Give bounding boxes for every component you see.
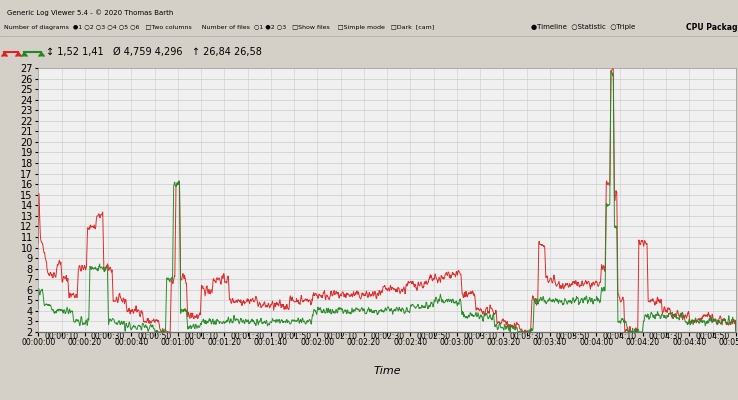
Text: ●Timeline  ○Statistic  ○Triple: ●Timeline ○Statistic ○Triple	[531, 24, 635, 30]
Text: ↕ 1,52 1,41   Ø 4,759 4,296   ↑ 26,84 26,58: ↕ 1,52 1,41 Ø 4,759 4,296 ↑ 26,84 26,58	[46, 47, 262, 57]
Text: CPU Package Power [W]: CPU Package Power [W]	[686, 22, 738, 32]
Text: Number of diagrams  ●1 ○2 ○3 ○4 ○5 ○6   □Two columns     Number of files  ○1 ●2 : Number of diagrams ●1 ○2 ○3 ○4 ○5 ○6 □Tw…	[0, 24, 434, 30]
X-axis label: Time: Time	[373, 366, 401, 376]
Text: Generic Log Viewer 5.4 - © 2020 Thomas Barth: Generic Log Viewer 5.4 - © 2020 Thomas B…	[7, 9, 173, 16]
